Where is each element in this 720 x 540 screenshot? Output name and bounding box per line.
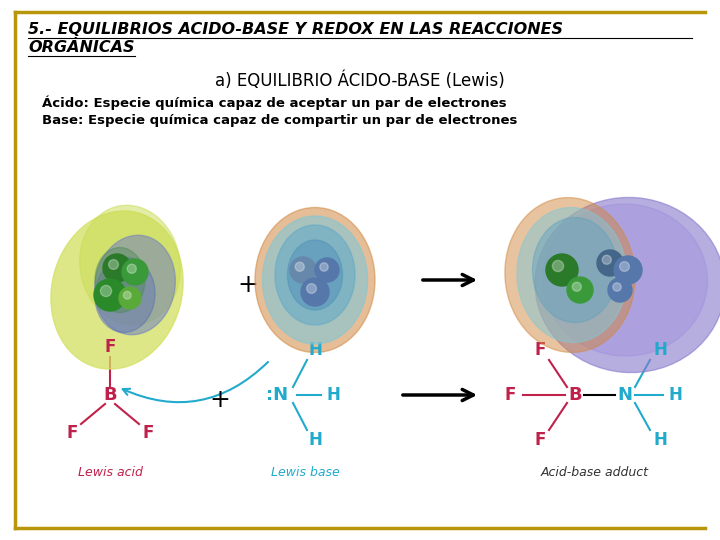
Ellipse shape bbox=[542, 204, 708, 356]
Text: H: H bbox=[308, 431, 322, 449]
Circle shape bbox=[620, 261, 629, 272]
Ellipse shape bbox=[533, 218, 618, 322]
Text: H: H bbox=[653, 431, 667, 449]
Text: H: H bbox=[326, 386, 340, 404]
Text: Lewis acid: Lewis acid bbox=[78, 467, 143, 480]
Circle shape bbox=[567, 277, 593, 303]
Circle shape bbox=[119, 287, 141, 309]
Ellipse shape bbox=[505, 198, 635, 353]
Text: Base: Especie química capaz de compartir un par de electrones: Base: Especie química capaz de compartir… bbox=[42, 114, 518, 127]
Circle shape bbox=[94, 279, 126, 311]
Circle shape bbox=[572, 282, 581, 291]
Circle shape bbox=[123, 292, 131, 299]
Ellipse shape bbox=[263, 216, 367, 344]
Ellipse shape bbox=[517, 207, 627, 342]
Ellipse shape bbox=[535, 198, 720, 373]
Text: +: + bbox=[210, 388, 230, 412]
Text: F: F bbox=[534, 341, 546, 359]
Circle shape bbox=[546, 254, 578, 286]
Ellipse shape bbox=[95, 247, 145, 313]
Ellipse shape bbox=[51, 211, 183, 369]
Text: :N: :N bbox=[266, 386, 288, 404]
Text: N: N bbox=[618, 386, 632, 404]
Ellipse shape bbox=[255, 207, 375, 353]
Ellipse shape bbox=[80, 205, 180, 325]
Circle shape bbox=[608, 278, 632, 302]
Text: ORGÁNICAS: ORGÁNICAS bbox=[28, 40, 135, 55]
Text: F: F bbox=[66, 424, 78, 442]
Circle shape bbox=[301, 278, 329, 306]
Text: H: H bbox=[653, 341, 667, 359]
Text: Lewis base: Lewis base bbox=[271, 467, 339, 480]
Circle shape bbox=[109, 260, 118, 269]
Circle shape bbox=[290, 257, 316, 283]
Ellipse shape bbox=[95, 258, 155, 333]
Circle shape bbox=[552, 260, 564, 272]
Text: H: H bbox=[308, 341, 322, 359]
Circle shape bbox=[103, 254, 131, 282]
Text: F: F bbox=[504, 386, 516, 404]
Ellipse shape bbox=[287, 240, 343, 310]
Text: H: H bbox=[668, 386, 682, 404]
Circle shape bbox=[320, 263, 328, 271]
Text: Acid-base adduct: Acid-base adduct bbox=[541, 467, 649, 480]
Text: a) EQUILIBRIO ÁCIDO-BASE (Lewis): a) EQUILIBRIO ÁCIDO-BASE (Lewis) bbox=[215, 72, 505, 91]
Text: 5.- EQUILIBRIOS ACIDO-BASE Y REDOX EN LAS REACCIONES: 5.- EQUILIBRIOS ACIDO-BASE Y REDOX EN LA… bbox=[28, 22, 563, 37]
Circle shape bbox=[602, 255, 611, 264]
Circle shape bbox=[307, 284, 316, 293]
Text: F: F bbox=[104, 338, 116, 356]
Circle shape bbox=[315, 258, 339, 282]
Circle shape bbox=[100, 286, 112, 296]
Ellipse shape bbox=[275, 225, 355, 325]
Circle shape bbox=[127, 264, 136, 273]
Text: B: B bbox=[568, 386, 582, 404]
Circle shape bbox=[597, 250, 623, 276]
Text: F: F bbox=[143, 424, 153, 442]
Text: B: B bbox=[103, 386, 117, 404]
Text: F: F bbox=[534, 431, 546, 449]
Ellipse shape bbox=[94, 235, 176, 335]
Circle shape bbox=[122, 259, 148, 285]
Text: Ácido: Especie química capaz de aceptar un par de electrones: Ácido: Especie química capaz de aceptar … bbox=[42, 96, 507, 111]
Circle shape bbox=[613, 283, 621, 291]
Circle shape bbox=[614, 256, 642, 284]
Text: +: + bbox=[238, 273, 258, 297]
Circle shape bbox=[295, 262, 305, 271]
